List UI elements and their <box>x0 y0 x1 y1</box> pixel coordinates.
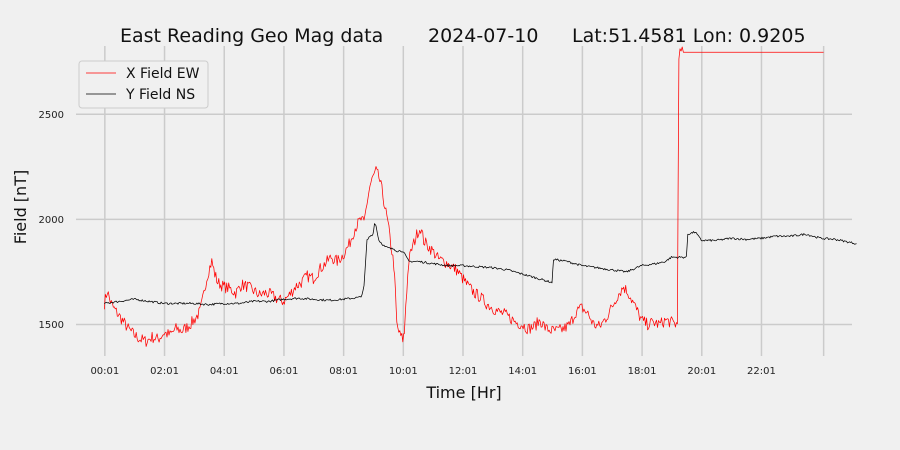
legend-label-y-field: Y Field NS <box>125 87 195 103</box>
title-station: East Reading Geo Mag data <box>120 25 383 47</box>
x-axis-label: Time [Hr] <box>425 383 501 402</box>
x-tick-label: 18:01 <box>628 366 657 377</box>
x-tick-label: 08:01 <box>329 366 358 377</box>
x-tick-labels: 00:01 02:01 04:01 06:01 08:01 10:01 12:01 14:01… <box>90 366 775 377</box>
y-tick-label: 2000 <box>39 215 64 226</box>
x-tick-label: 04:01 <box>210 366 239 377</box>
x-tick-label: 20:01 <box>687 366 716 377</box>
y-axis-label: Field [nT] <box>11 170 30 244</box>
legend-label-x-field: X Field EW <box>126 66 200 82</box>
x-tick-label: 16:01 <box>568 366 597 377</box>
x-tick-label: 00:01 <box>90 366 119 377</box>
legend: X Field EW Y Field NS <box>78 60 209 109</box>
series-lines <box>104 46 857 347</box>
title-date: 2024-07-10 <box>428 25 538 47</box>
x-tick-label: 10:01 <box>389 366 418 377</box>
y-tick-label: 1500 <box>39 320 64 331</box>
x-tick-label: 14:01 <box>508 366 537 377</box>
x-tick-label: 22:01 <box>747 366 776 377</box>
grid-lines <box>76 46 852 356</box>
y-tick-labels: 1500 2000 2500 <box>39 110 64 331</box>
series-line-y-field-ns <box>104 223 857 306</box>
chart-title: East Reading Geo Mag data 2024-07-10 Lat… <box>120 25 806 47</box>
x-tick-label: 12:01 <box>449 366 478 377</box>
series-line-x-field-ew <box>104 46 824 347</box>
x-tick-label: 06:01 <box>270 366 299 377</box>
title-location: Lat:51.4581 Lon: 0.9205 <box>572 25 806 47</box>
x-tick-label: 02:01 <box>150 366 179 377</box>
y-tick-label: 2500 <box>39 110 64 121</box>
